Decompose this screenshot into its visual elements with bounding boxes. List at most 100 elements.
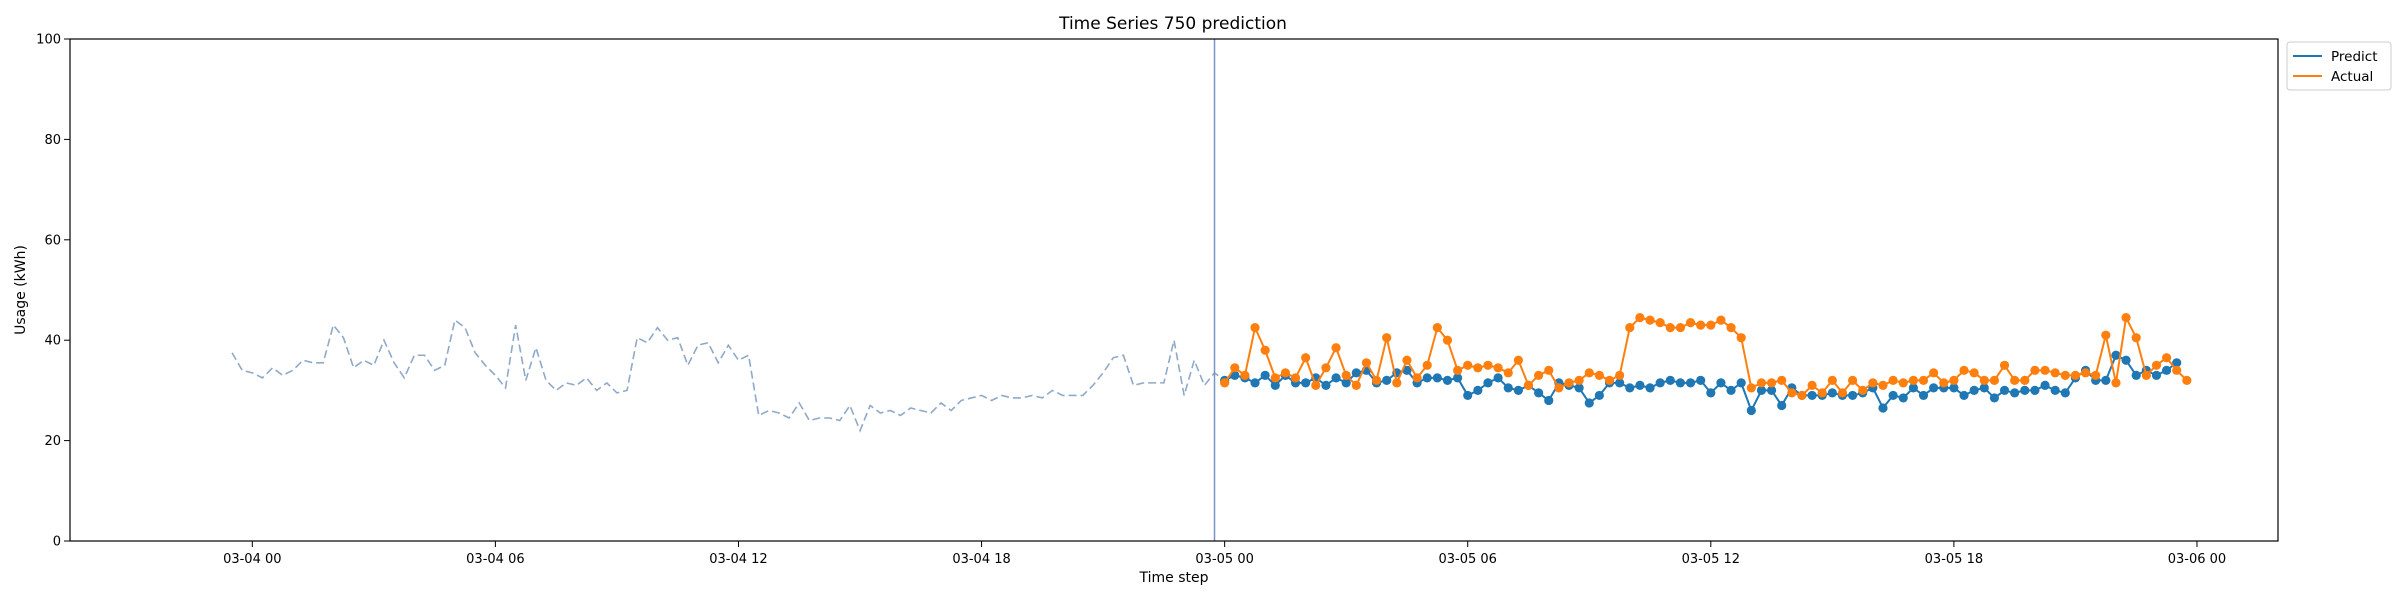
data-point-predict bbox=[1665, 375, 1675, 385]
data-point-predict bbox=[1929, 383, 1939, 393]
data-point-predict bbox=[1959, 390, 1969, 401]
data-point-actual bbox=[1240, 370, 1250, 380]
data-point-predict bbox=[1726, 385, 1736, 395]
data-point-actual bbox=[1301, 353, 1311, 363]
data-point-predict bbox=[2020, 385, 2030, 395]
data-point-actual bbox=[2182, 375, 2192, 385]
data-point-predict bbox=[1888, 390, 1898, 401]
data-point-predict bbox=[1918, 390, 1929, 401]
data-point-actual bbox=[2141, 370, 2151, 380]
data-point-predict bbox=[1645, 383, 1655, 393]
data-point-actual bbox=[2131, 333, 2141, 343]
x-tick-label: 03-05 18 bbox=[1925, 552, 1983, 567]
data-point-actual bbox=[1402, 355, 1412, 365]
y-axis-label: Usage (kWh) bbox=[13, 245, 29, 335]
data-point-actual bbox=[1655, 318, 1665, 328]
data-point-predict bbox=[1969, 385, 1979, 395]
y-tick-label: 0 bbox=[53, 535, 61, 550]
data-point-actual bbox=[2121, 313, 2131, 323]
y-axis: 0 20 40 60 80 100 bbox=[36, 33, 70, 550]
data-point-predict bbox=[1827, 388, 1837, 398]
data-point-actual bbox=[1493, 363, 1503, 373]
data-point-predict bbox=[1979, 383, 1989, 393]
data-point-actual bbox=[1675, 323, 1686, 333]
legend-frame bbox=[2286, 41, 2392, 91]
data-point-predict bbox=[1625, 383, 1635, 393]
data-point-actual bbox=[1483, 360, 1493, 370]
data-point-actual bbox=[1341, 370, 1351, 380]
data-point-actual bbox=[1726, 323, 1736, 333]
data-point-predict bbox=[1453, 373, 1463, 383]
data-point-predict bbox=[1544, 395, 1554, 406]
data-point-predict bbox=[1341, 378, 1351, 388]
data-point-predict bbox=[1250, 378, 1260, 388]
data-point-predict bbox=[1989, 393, 1999, 403]
data-point-actual bbox=[2111, 378, 2121, 388]
data-point-actual bbox=[1999, 360, 2010, 370]
data-point-actual bbox=[1787, 388, 1797, 398]
data-point-actual bbox=[1777, 375, 1787, 385]
data-point-actual bbox=[2161, 353, 2172, 363]
data-point-predict bbox=[1534, 388, 1544, 398]
data-point-actual bbox=[1706, 320, 1716, 330]
data-point-actual bbox=[2030, 365, 2040, 375]
data-point-actual bbox=[2060, 370, 2070, 380]
data-point-actual bbox=[1463, 360, 1473, 370]
data-point-actual bbox=[2151, 360, 2162, 370]
data-point-actual bbox=[1604, 375, 1615, 385]
data-point-actual bbox=[1503, 368, 1513, 378]
data-point-actual bbox=[1321, 363, 1331, 373]
data-point-predict bbox=[1807, 390, 1817, 401]
data-point-predict bbox=[1685, 378, 1696, 388]
y-tick-label: 20 bbox=[44, 434, 61, 449]
data-point-actual bbox=[1453, 365, 1463, 375]
data-point-actual bbox=[1736, 333, 1746, 343]
data-point-actual bbox=[1929, 368, 1939, 378]
legend-item-predict: Predict bbox=[2293, 49, 2378, 65]
data-point-predict bbox=[1675, 378, 1686, 388]
data-point-predict bbox=[2010, 388, 2020, 398]
y-tick-label: 40 bbox=[44, 334, 61, 349]
data-point-predict bbox=[1766, 385, 1777, 395]
data-point-actual bbox=[1949, 375, 1959, 385]
data-point-predict bbox=[2060, 388, 2070, 398]
data-point-predict bbox=[1716, 378, 1726, 388]
data-point-predict bbox=[1908, 383, 1918, 393]
data-point-actual bbox=[1250, 323, 1260, 333]
data-point-actual bbox=[1220, 378, 1230, 388]
data-point-predict bbox=[1503, 383, 1513, 393]
data-point-predict bbox=[2131, 370, 2141, 380]
data-point-predict bbox=[2172, 358, 2182, 368]
x-tick-label: 03-06 00 bbox=[2168, 552, 2226, 567]
data-point-actual bbox=[1979, 375, 1989, 385]
data-point-actual bbox=[1442, 335, 1453, 345]
data-point-predict bbox=[1493, 373, 1503, 383]
x-tick-label: 03-04 06 bbox=[466, 552, 524, 567]
data-point-actual bbox=[1878, 380, 1888, 390]
data-point-predict bbox=[1746, 405, 1756, 416]
data-point-predict bbox=[1270, 380, 1280, 390]
data-point-predict bbox=[1949, 383, 1959, 393]
data-point-actual bbox=[1270, 373, 1280, 383]
data-point-actual bbox=[1959, 365, 1969, 375]
data-point-predict bbox=[1615, 378, 1625, 388]
data-point-predict bbox=[1696, 375, 1706, 385]
data-point-actual bbox=[1696, 320, 1706, 330]
data-point-actual bbox=[1756, 378, 1767, 388]
data-point-actual bbox=[1230, 363, 1240, 373]
legend-item-actual: Actual bbox=[2293, 69, 2373, 85]
data-point-predict bbox=[1594, 390, 1604, 401]
x-tick-label: 03-05 12 bbox=[1682, 552, 1740, 567]
data-point-actual bbox=[1635, 313, 1645, 323]
data-point-actual bbox=[1432, 323, 1442, 333]
data-point-predict bbox=[1584, 398, 1594, 408]
data-point-actual bbox=[1685, 318, 1696, 328]
data-point-predict bbox=[1706, 388, 1716, 398]
y-tick-label: 100 bbox=[36, 33, 61, 48]
legend-label-predict: Predict bbox=[2331, 49, 2378, 65]
data-point-predict bbox=[2050, 385, 2060, 395]
x-axis: 03-04 00 03-04 06 03-04 12 03-04 18 03-05 00… bbox=[223, 541, 2226, 567]
data-point-predict bbox=[1999, 385, 2010, 395]
data-point-predict bbox=[1301, 378, 1311, 388]
